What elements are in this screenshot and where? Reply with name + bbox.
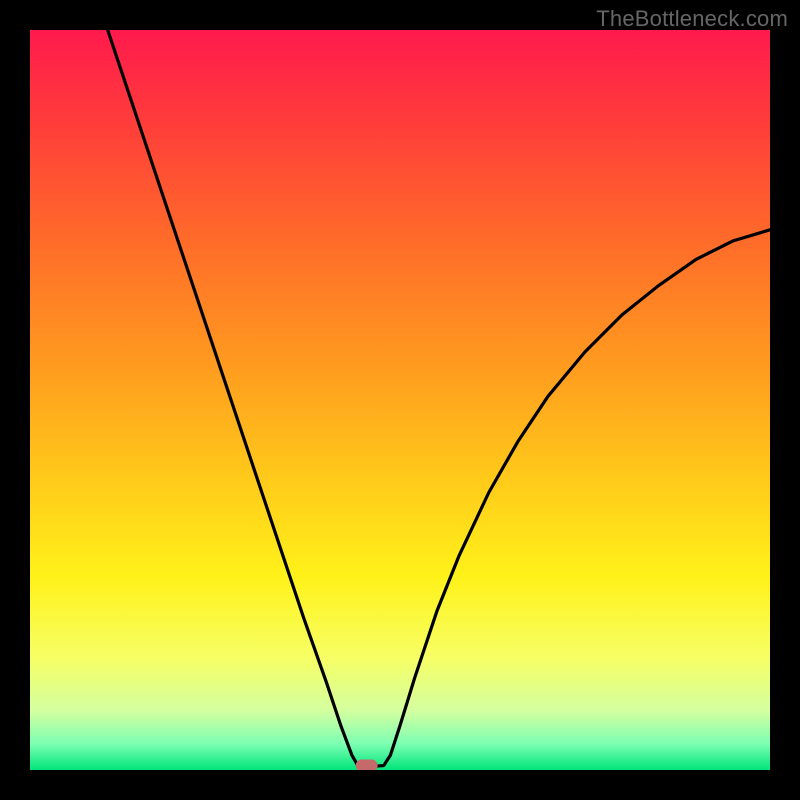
plot-background [30,30,770,770]
plot-svg [30,30,770,770]
watermark-text: TheBottleneck.com [596,6,788,32]
chart-canvas: TheBottleneck.com [0,0,800,800]
plot-frame [30,30,770,770]
optimal-point-marker [356,760,378,770]
